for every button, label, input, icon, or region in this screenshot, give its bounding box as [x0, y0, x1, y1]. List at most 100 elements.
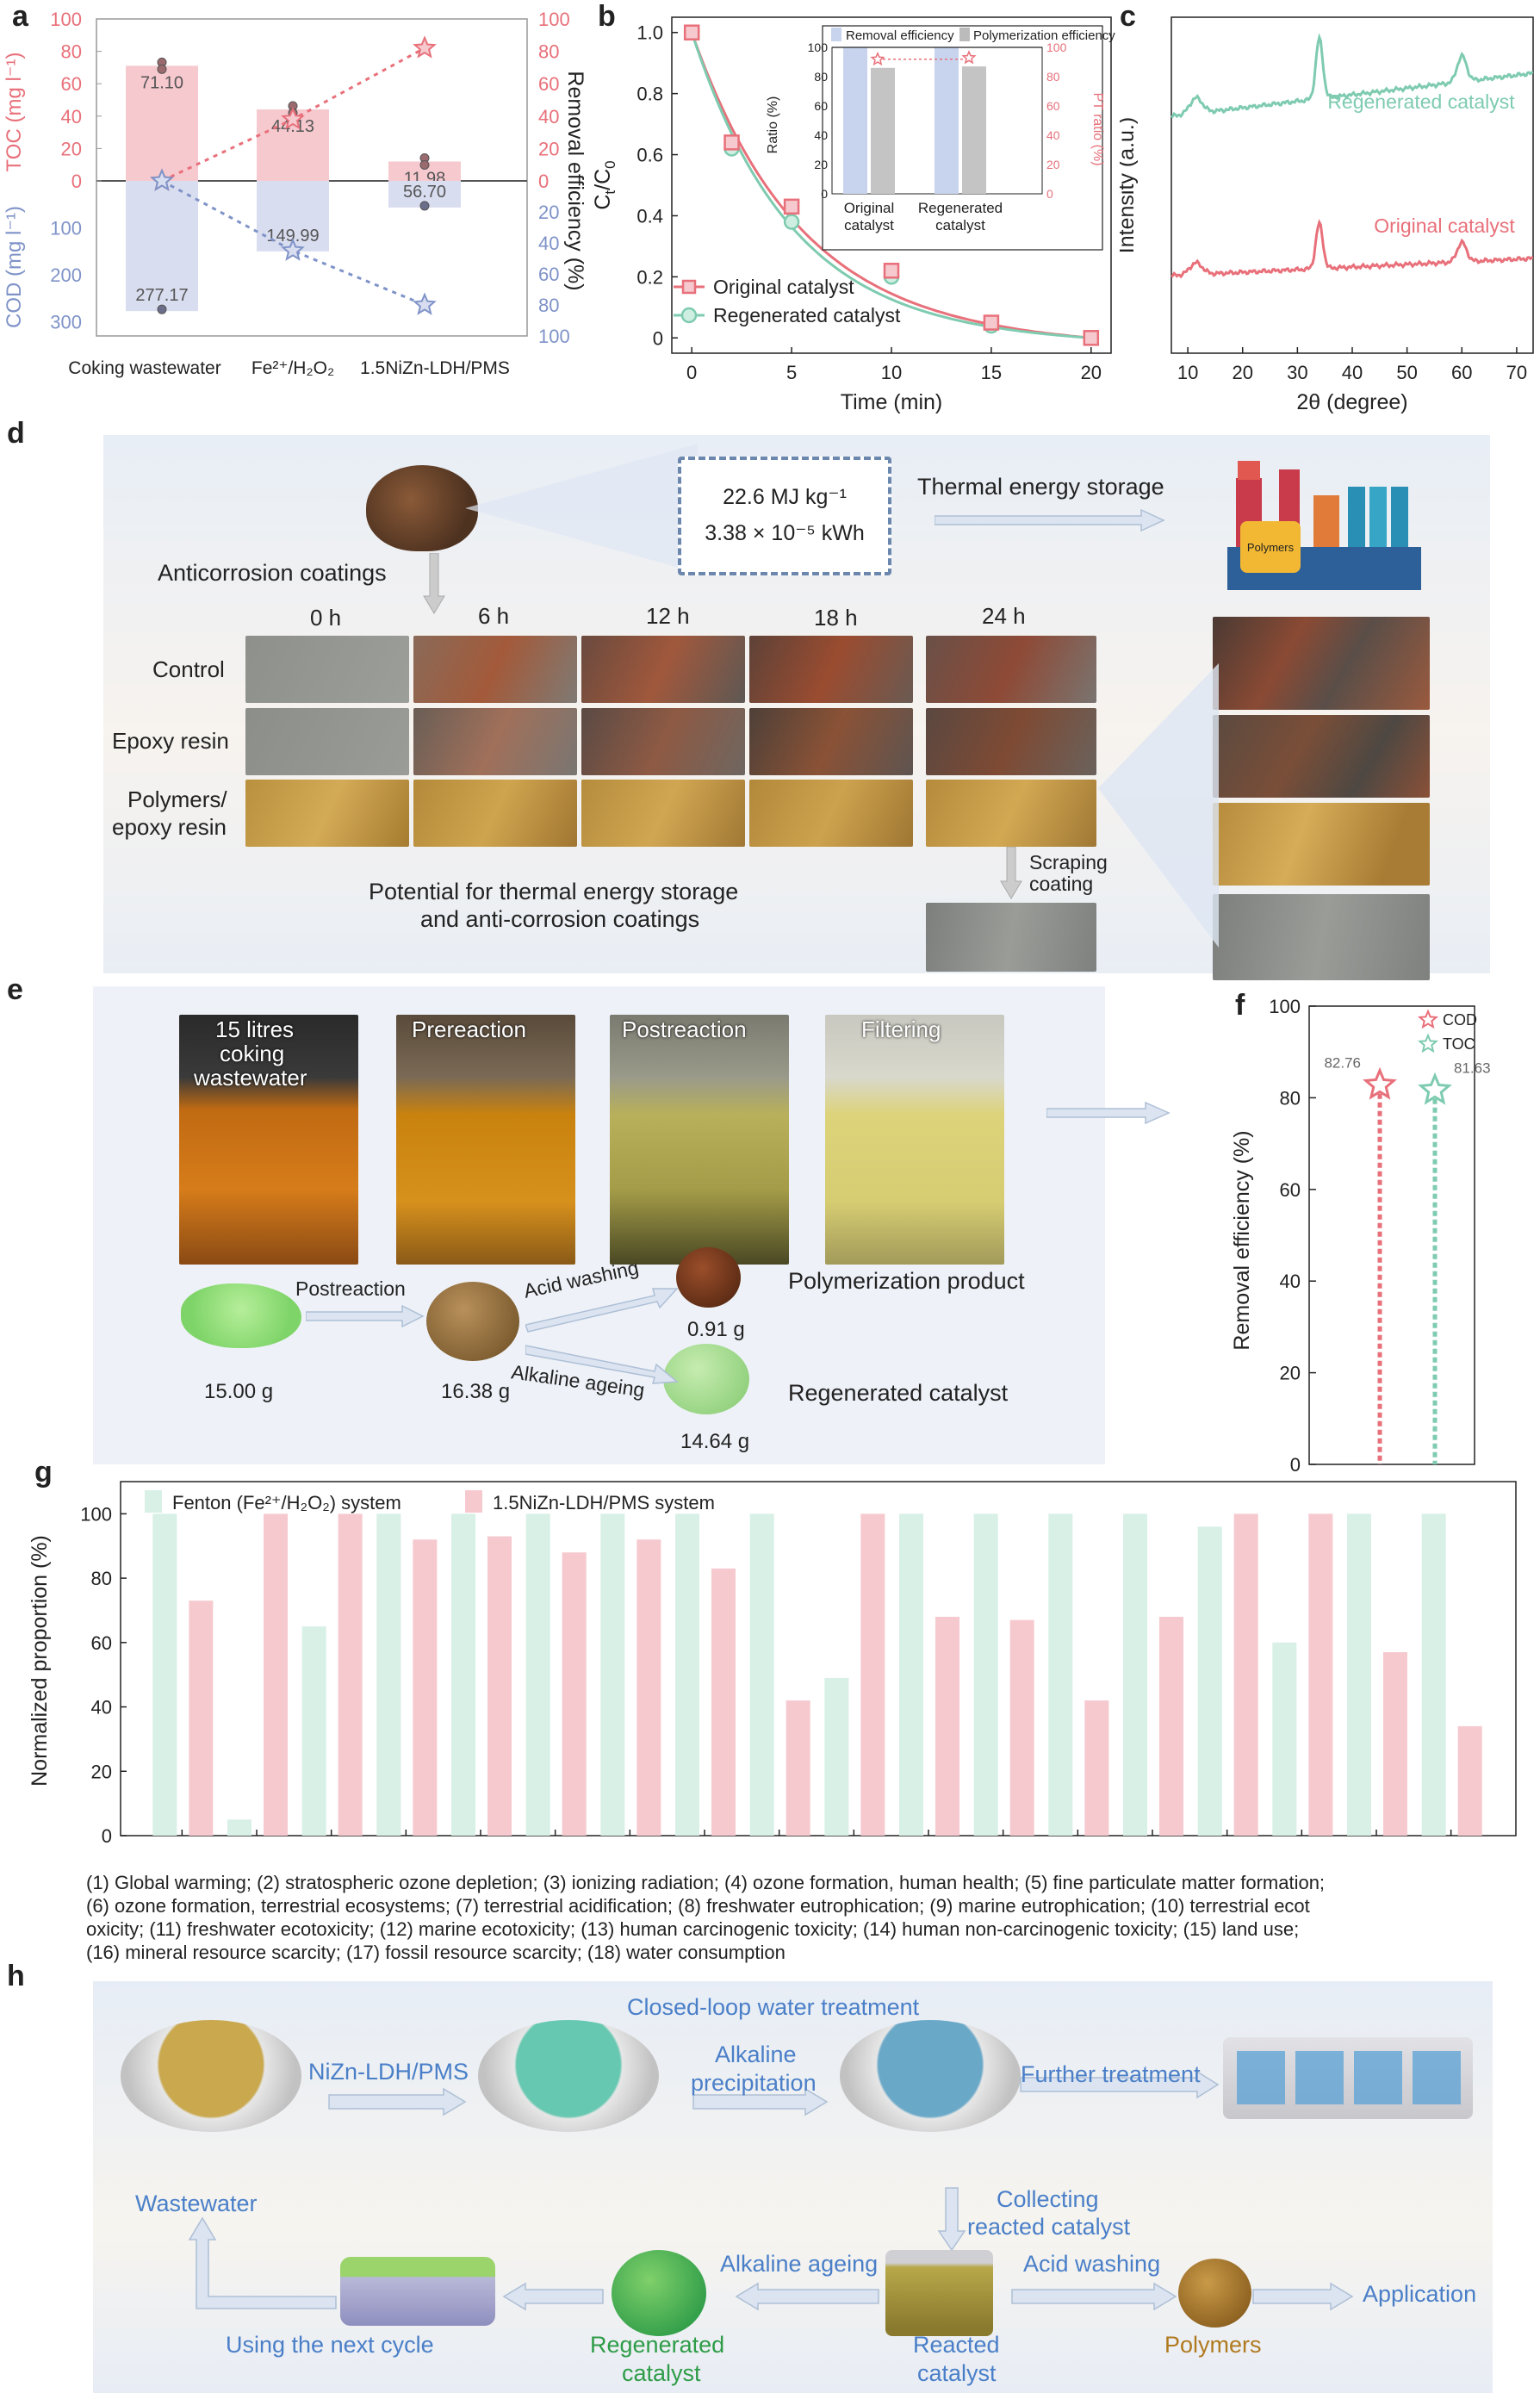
chart-b-legend-original: Original catalyst — [713, 276, 854, 298]
time-12h: 12 h — [646, 603, 690, 629]
chart-g-bar-nizn-15 — [1233, 1513, 1258, 1836]
chart-f-star-cod — [1363, 1066, 1397, 1100]
chart-g-ytick-4: 20 — [91, 1761, 112, 1782]
photo-postreaction — [610, 1015, 789, 1265]
chart-g-bar-fenton-18 — [1421, 1513, 1446, 1836]
mass-polymer: 0.91 g — [687, 1318, 745, 1341]
time-24h: 24 h — [982, 603, 1026, 629]
chart-a-tick-re-bot-3: 80 — [538, 295, 559, 316]
chart-b-legend-regenerated: Regenerated catalyst — [713, 304, 901, 326]
chart-g-legend-fenton: Fenton (Fe²⁺/H₂O₂) system — [172, 1492, 401, 1513]
chart-a-tick-re-top-4: 20 — [538, 138, 559, 159]
chart-a-tick-toc-4: 20 — [61, 138, 82, 159]
chart-b-inset-pt-star-0 — [870, 51, 885, 66]
chart-g-legend-nizn: 1.5NiZn-LDH/PMS system — [493, 1492, 715, 1513]
chart-g-legend: Fenton (Fe²⁺/H₂O₂) system 1.5NiZn-LDH/PM… — [145, 1490, 715, 1513]
truck-image — [340, 2257, 495, 2326]
chart-a-tick-re-top-0: 100 — [538, 9, 570, 30]
label-alkaline-precip-b: precipitation — [691, 2070, 817, 2096]
photo1-label-a: 15 litres — [215, 1016, 295, 1042]
chart-b-inset-legend-removal: Removal efficiency — [846, 28, 954, 43]
mass-reacted: 16.38 g — [441, 1380, 511, 1403]
chart-b-point-original-1 — [723, 134, 740, 151]
chart-g-bar-nizn-9 — [786, 1700, 810, 1836]
chart-b-point-original-4 — [983, 314, 1000, 331]
chart-b-inset-ytick-left-1: 80 — [814, 70, 828, 84]
chart-b-point-regenerated-2 — [783, 214, 800, 230]
reactor-wastewater — [121, 2020, 301, 2132]
chart-b-inset-ytick-right-1: 80 — [1046, 70, 1060, 84]
label-further-treatment: Further treatment — [1021, 2061, 1201, 2087]
chart-a-cod-removal-line — [161, 179, 425, 307]
chart-g-bar-nizn-18 — [1457, 1725, 1482, 1836]
chart-a-tick-cod-0: 100 — [50, 218, 82, 239]
chart-f-legend-toc: TOC — [1443, 1035, 1475, 1053]
chart-c-label-original: Original catalyst — [1374, 214, 1515, 237]
chart-b-point-original-5 — [1083, 330, 1100, 346]
time-0h: 0 h — [310, 605, 342, 631]
chart-a-toc-label-1: 44.13 — [271, 117, 314, 136]
photo1-label-c: wastewater — [194, 1065, 307, 1091]
chart-c-xtick-0: 10 — [1177, 362, 1198, 383]
chart-b-inset-ylabel-left: Ratio (%) — [766, 96, 780, 154]
chart-f-legend: COD TOC — [1418, 1009, 1477, 1053]
panel-label-c: c — [1120, 0, 1136, 33]
chart-b-ytick-2: 0.6 — [636, 145, 663, 166]
row-epoxy: Epoxy resin — [112, 728, 229, 754]
catalyst-reacted-image — [426, 1282, 519, 1361]
chart-g-bar-fenton-5 — [451, 1513, 475, 1836]
panel-label-b: b — [598, 0, 616, 33]
photo4-label: Filtering — [861, 1016, 941, 1042]
g-caption-line1: (1) Global warming; (2) stratospheric oz… — [86, 1872, 1326, 1893]
chart-g-bar-fenton-7 — [600, 1513, 625, 1836]
panel-label-f: f — [1235, 989, 1245, 1022]
chart-b-inset-bar-removal-0 — [843, 47, 867, 194]
chart-a-tick-toc-3: 40 — [61, 106, 82, 127]
chart-f-legend-cod: COD — [1443, 1011, 1477, 1029]
g-caption-line2: (6) ozone formation, terrestrial ecosyst… — [86, 1895, 1310, 1917]
chart-c-xtick-1: 20 — [1232, 362, 1252, 383]
chart-f-ytick-3: 40 — [1280, 1271, 1301, 1292]
chart-g-bar-nizn-7 — [636, 1539, 661, 1836]
chart-c-xtick-4: 50 — [1396, 362, 1417, 383]
chart-b-inset-cat-0a: Original — [844, 200, 895, 216]
time-18h: 18 h — [814, 605, 858, 631]
chart-g-bar-nizn-1 — [189, 1600, 214, 1836]
regenerated-catalyst-label: Regenerated catalyst — [788, 1380, 1009, 1406]
chart-b-xtick-1: 5 — [786, 362, 797, 383]
chart-b-xlabel: Time (min) — [841, 390, 943, 414]
chart-a-tick-toc-0: 100 — [50, 9, 82, 30]
coating-photo-r1-c5 — [926, 636, 1096, 703]
chart-g-ylabel: Normalized proportion (%) — [28, 1535, 52, 1787]
chart-b-legend: Original catalyst Regenerated catalyst — [674, 276, 901, 326]
chart-a-cat-2: 1.5NiZn-LDH/PMS — [360, 358, 510, 378]
label-alkaline-precip-a: Alkaline — [715, 2042, 797, 2067]
chart-b-inset-ytick-right-2: 60 — [1046, 99, 1060, 113]
chart-f-ytick-4: 20 — [1280, 1363, 1301, 1384]
chart-a-toc-removal-star-2 — [413, 35, 437, 59]
chart-g-bar-nizn-8 — [711, 1568, 736, 1836]
chart-c-xlabel: 2θ (degree) — [1296, 390, 1407, 414]
chart-b-inset-bar-removal-1 — [935, 47, 959, 194]
chart-g-bar-nizn-14 — [1159, 1616, 1183, 1836]
chart-b-xtick-3: 15 — [981, 362, 1002, 383]
coating-photo-r2-c3 — [581, 708, 745, 775]
chart-b-ytick-0: 1.0 — [636, 22, 663, 44]
coating-photo-r3-c1 — [245, 780, 409, 847]
catalyst-regenerated-image — [663, 1344, 749, 1414]
chart-b-inset-legend-poly: Polymerization efficiency — [973, 28, 1115, 43]
label-polymers: Polymers — [1164, 2332, 1262, 2358]
coating-photo-r1-c1 — [245, 636, 409, 703]
chart-b-xtick-0: 0 — [686, 362, 697, 383]
chart-c: 10 20 30 40 50 60 70 Regenerated catalyst Orig… — [1120, 16, 1534, 414]
chart-a-cod-label-0: 277.17 — [135, 286, 188, 305]
coating-photo-r1-c2 — [413, 636, 577, 703]
chart-a-cod-label-1: 149.99 — [266, 227, 319, 245]
chart-f-label-cod: 82.76 — [1324, 1055, 1361, 1072]
chart-a-cod-label-2: 56.70 — [403, 183, 446, 202]
chart-a-ylabel-right: Removal efficiency (%) — [563, 71, 587, 290]
chart-a-toc-bar-0 — [126, 65, 198, 181]
chart-b-point-original-3 — [883, 263, 900, 279]
energy-value-mj: 22.6 MJ kg⁻¹ — [723, 485, 847, 509]
